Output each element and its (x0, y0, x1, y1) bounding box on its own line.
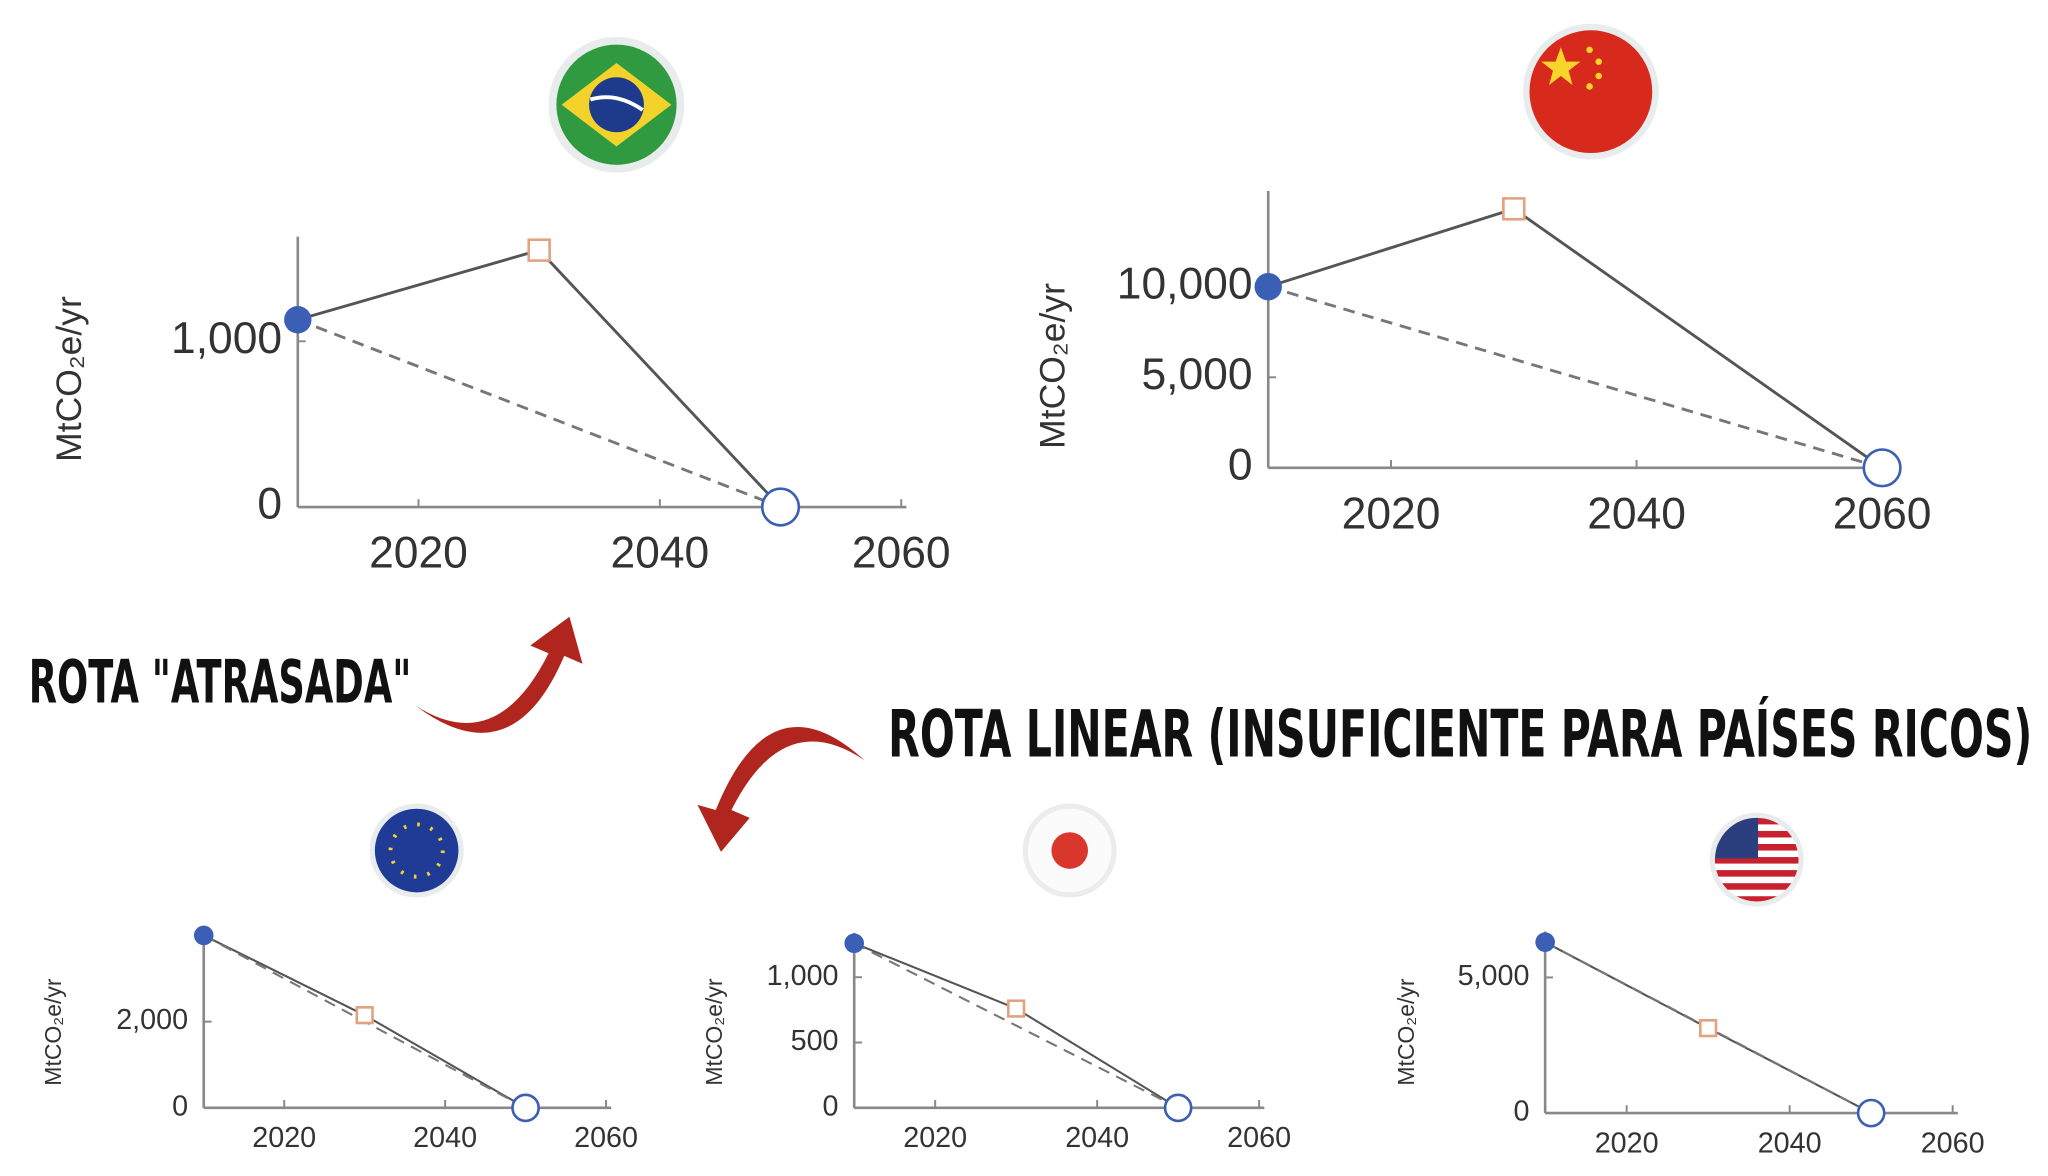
y-axis-label: MtCO₂e/yr (1393, 978, 1419, 1086)
y-tick-label: 0 (823, 1090, 839, 1122)
point (1856, 1098, 1886, 1128)
line (1267, 207, 1883, 470)
flag-usa (1709, 812, 1804, 907)
y-tick-label: 10,000 (1117, 259, 1253, 308)
point (1862, 448, 1902, 488)
y-tick-label: 5,000 (1458, 960, 1530, 992)
x-tick-label: 2060 (1227, 1122, 1291, 1154)
y-tick-label: 5,000 (1141, 350, 1252, 399)
point (1163, 1093, 1193, 1123)
y-tick-label: 0 (1228, 441, 1253, 490)
point (1535, 932, 1555, 952)
y-tick-label: 0 (172, 1090, 188, 1122)
annotation: ROTA LINEAR (INSUFICIENTE PARA PAÍSES RI… (888, 694, 2032, 772)
arrow (415, 616, 865, 852)
flag-brazil (548, 36, 685, 173)
line (297, 248, 782, 509)
x-tick-label: 2040 (1587, 489, 1686, 538)
point (193, 925, 214, 946)
line (297, 318, 782, 509)
x-tick-label: 2060 (1921, 1127, 1985, 1159)
x-tick-label: 2040 (610, 529, 709, 578)
x-tick-label: 2040 (1758, 1127, 1822, 1159)
y-tick-label: 0 (257, 480, 282, 529)
point (1502, 197, 1526, 221)
x-tick-label: 2060 (1833, 489, 1932, 538)
x-tick-label: 2020 (369, 529, 468, 578)
annotation: ROTA "ATRASADA" (29, 648, 412, 718)
point (1699, 1019, 1718, 1038)
y-axis-label: MtCO₂e/yr (701, 978, 727, 1086)
x-tick-label: 2020 (1595, 1127, 1659, 1159)
y-tick-label: 1,000 (767, 960, 839, 992)
chart: MtCO₂e/yr 0 5,000 2020 2040 2060 (1393, 931, 1985, 1159)
point (527, 238, 551, 262)
line (853, 942, 1179, 1109)
flag-eu (369, 803, 464, 898)
x-tick-label: 2020 (903, 1122, 967, 1154)
point (1254, 273, 1282, 301)
x-tick-label: 2040 (1065, 1122, 1129, 1154)
y-tick-label: 1,000 (171, 314, 282, 363)
x-tick-label: 2040 (413, 1122, 477, 1154)
y-tick-label: 0 (1513, 1096, 1529, 1128)
x-tick-label: 2060 (574, 1122, 638, 1154)
y-axis-label: MtCO₂e/yr (40, 978, 66, 1086)
flag-china (1522, 23, 1659, 160)
point (511, 1093, 540, 1123)
flag-japan (1022, 803, 1117, 898)
x-tick-label: 2020 (252, 1122, 316, 1154)
line (1267, 285, 1883, 470)
y-axis-label: MtCO₂e/yr (1033, 283, 1073, 449)
x-tick-label: 2020 (1342, 489, 1441, 538)
x-tick-label: 2060 (852, 529, 951, 578)
chart: MtCO₂e/yr 0 500 1,000 2020 2040 2060 (701, 932, 1291, 1154)
y-tick-label: 2,000 (116, 1004, 188, 1036)
point (284, 306, 312, 334)
point (355, 1006, 374, 1025)
y-axis-label: MtCO₂e/yr (49, 296, 89, 462)
chart: MtCO₂e/yr 0 5,000 10,000 2020 2040 2060 (1033, 190, 1932, 538)
chart: MtCO₂e/yr 0 2,000 2020 2040 2060 (40, 925, 638, 1154)
chart: MtCO₂e/yr 0 1,000 2020 2040 2060 (49, 236, 951, 578)
point (844, 933, 864, 954)
y-tick-label: 500 (791, 1025, 839, 1057)
point (760, 487, 801, 527)
point (1007, 999, 1026, 1018)
